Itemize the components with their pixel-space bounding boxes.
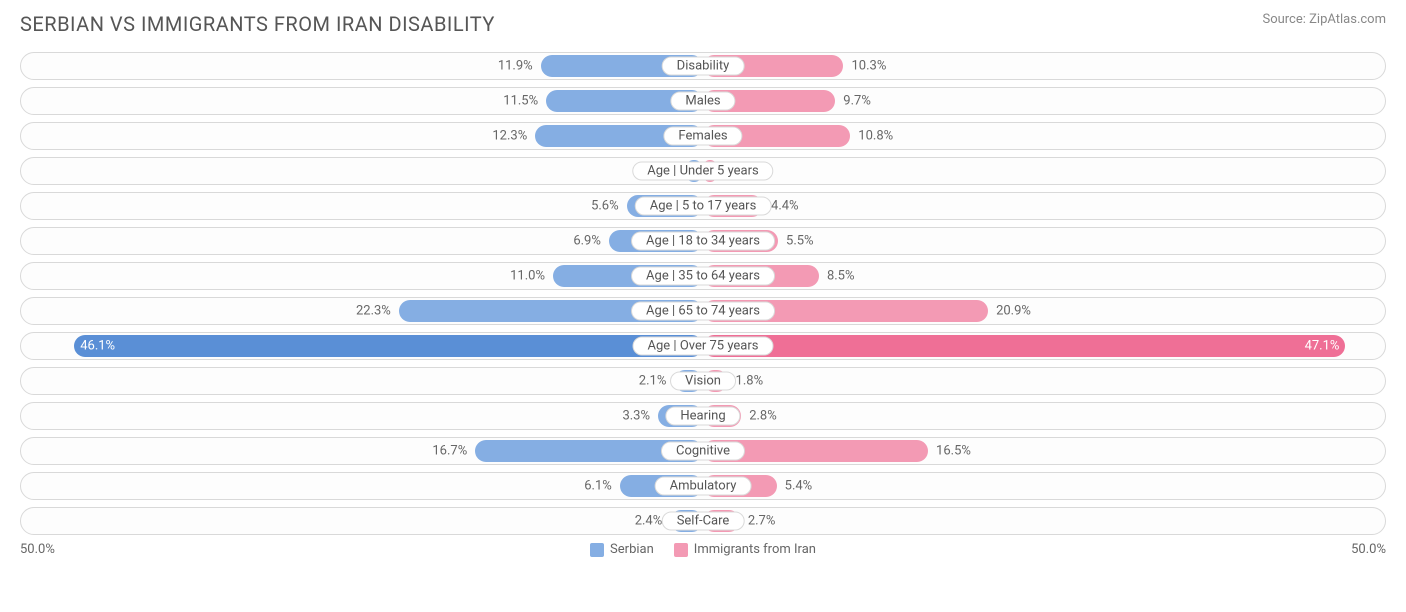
pct-label-right: 8.5% bbox=[827, 269, 855, 284]
legend-swatch-left bbox=[590, 543, 604, 557]
pct-label-left: 11.5% bbox=[503, 94, 538, 109]
row-category-label: Age | 18 to 34 years bbox=[631, 232, 775, 251]
axis-right-max: 50.0% bbox=[1351, 542, 1386, 557]
chart-row: 2.4% 2.7%Self-Care bbox=[20, 507, 1386, 535]
pct-label-left: 12.3% bbox=[492, 129, 527, 144]
pct-label-left: 6.9% bbox=[573, 234, 601, 249]
chart-row: 16.7% 16.5% Cognitive bbox=[20, 437, 1386, 465]
row-category-label: Disability bbox=[662, 57, 745, 76]
pct-label-right: 2.8% bbox=[749, 409, 777, 424]
chart-row: 22.3% 20.9% Age | 65 to 74 years bbox=[20, 297, 1386, 325]
pct-label-right: 2.7% bbox=[748, 514, 776, 529]
chart-row: 2.1% 1.8%Vision bbox=[20, 367, 1386, 395]
row-category-label: Males bbox=[670, 92, 735, 111]
chart-title: SERBIAN VS IMMIGRANTS FROM IRAN DISABILI… bbox=[20, 12, 495, 36]
legend: Serbian Immigrants from Iran bbox=[590, 542, 816, 557]
chart-row: 1.3%1.0%Age | Under 5 years bbox=[20, 157, 1386, 185]
pct-label-right: 1.8% bbox=[736, 374, 764, 389]
pct-label-left: 2.4% bbox=[635, 514, 663, 529]
row-category-label: Age | Under 5 years bbox=[632, 162, 773, 181]
pct-label-right: 10.3% bbox=[851, 59, 886, 74]
pct-label-left: 46.1% bbox=[80, 339, 115, 354]
chart-row: 3.3% 2.8% Hearing bbox=[20, 402, 1386, 430]
chart-row: 5.6% 4.4%Age | 5 to 17 years bbox=[20, 192, 1386, 220]
chart-row: 12.3% 10.8% Females bbox=[20, 122, 1386, 150]
pct-label-right: 5.4% bbox=[785, 479, 813, 494]
diverging-bar-chart: 11.9%10.3%Disability11.5%9.7%Males12.3%1… bbox=[16, 52, 1390, 535]
pct-label-right: 10.8% bbox=[858, 129, 893, 144]
axis-left-max: 50.0% bbox=[20, 542, 55, 557]
pct-label-left: 5.6% bbox=[591, 199, 619, 214]
legend-swatch-right bbox=[674, 543, 688, 557]
row-category-label: Ambulatory bbox=[655, 477, 752, 496]
row-category-label: Age | Over 75 years bbox=[633, 337, 774, 356]
legend-item-left: Serbian bbox=[590, 542, 654, 557]
chart-row: 6.1% 5.4% Ambulatory bbox=[20, 472, 1386, 500]
chart-row: 46.1% 47.1% Age | Over 75 years bbox=[20, 332, 1386, 360]
pct-label-left: 6.1% bbox=[584, 479, 612, 494]
pct-label-right: 16.5% bbox=[936, 444, 971, 459]
pct-label-left: 11.9% bbox=[498, 59, 533, 74]
row-category-label: Age | 35 to 64 years bbox=[631, 267, 775, 286]
header: SERBIAN VS IMMIGRANTS FROM IRAN DISABILI… bbox=[16, 12, 1390, 36]
row-category-label: Age | 65 to 74 years bbox=[631, 302, 775, 321]
legend-item-right: Immigrants from Iran bbox=[674, 542, 816, 557]
pct-label-right: 20.9% bbox=[996, 304, 1031, 319]
pct-label-right: 47.1% bbox=[1305, 339, 1340, 354]
row-category-label: Hearing bbox=[665, 407, 740, 426]
pct-label-right: 4.4% bbox=[771, 199, 799, 214]
row-category-label: Age | 5 to 17 years bbox=[635, 197, 772, 216]
pct-label-left: 16.7% bbox=[432, 444, 467, 459]
bar-left: 46.1% bbox=[74, 335, 703, 357]
chart-row: 11.5% 9.7% Males bbox=[20, 87, 1386, 115]
row-category-label: Self-Care bbox=[662, 512, 745, 531]
pct-label-right: 9.7% bbox=[843, 94, 871, 109]
source-attribution: Source: ZipAtlas.com bbox=[1262, 12, 1386, 27]
pct-label-left: 3.3% bbox=[622, 409, 650, 424]
bar-right: 47.1% bbox=[703, 335, 1345, 357]
legend-label-right: Immigrants from Iran bbox=[694, 542, 816, 557]
pct-label-left: 22.3% bbox=[356, 304, 391, 319]
pct-label-left: 2.1% bbox=[639, 374, 667, 389]
pct-label-right: 5.5% bbox=[786, 234, 814, 249]
chart-row: 6.9% 5.5% Age | 18 to 34 years bbox=[20, 227, 1386, 255]
chart-row: 11.9% 10.3% Disability bbox=[20, 52, 1386, 80]
legend-label-left: Serbian bbox=[610, 542, 654, 557]
row-category-label: Cognitive bbox=[661, 442, 745, 461]
chart-footer: 50.0% Serbian Immigrants from Iran 50.0% bbox=[16, 542, 1390, 557]
row-category-label: Vision bbox=[670, 372, 736, 391]
chart-row: 11.0% 8.5% Age | 35 to 64 years bbox=[20, 262, 1386, 290]
pct-label-left: 11.0% bbox=[510, 269, 545, 284]
row-category-label: Females bbox=[663, 127, 742, 146]
